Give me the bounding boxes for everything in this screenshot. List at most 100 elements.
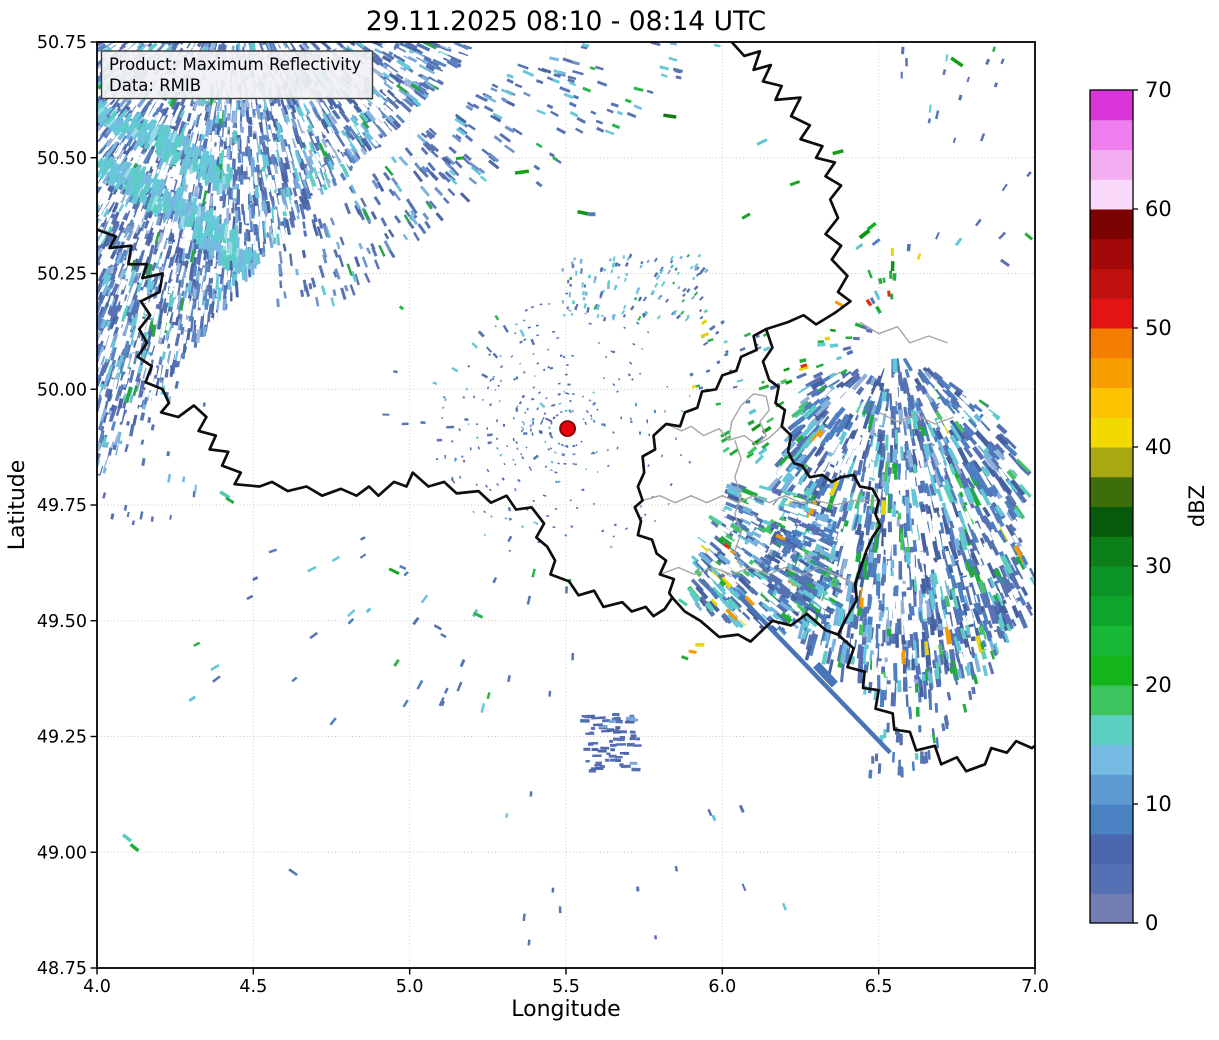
colorbar-band — [1090, 447, 1133, 478]
echo-dashes — [798, 247, 894, 372]
x-tick-label: 6.0 — [708, 977, 736, 997]
info-box-frame — [100, 50, 374, 100]
colorbar-band — [1090, 744, 1133, 775]
echo-dashes — [944, 576, 1035, 670]
colorbar-band — [1090, 90, 1133, 121]
echo-dashes — [142, 42, 437, 311]
echo-cell-mark — [129, 843, 140, 853]
echo-dashes — [443, 308, 691, 533]
info-box-product: Product: Maximum Reflectivity — [109, 55, 361, 74]
echo-cell-mark — [1024, 232, 1034, 241]
echo-dashes — [330, 88, 546, 307]
echo-cell-mark — [440, 632, 447, 639]
echo-dashes — [687, 576, 802, 613]
echo-dashes — [97, 106, 160, 139]
x-tick-label: 5.0 — [396, 977, 424, 997]
colorbar-tick-label: 70 — [1145, 78, 1172, 102]
colorbar-band — [1090, 774, 1133, 805]
x-tick-label: 5.5 — [552, 977, 580, 997]
echo-dashes — [689, 319, 751, 404]
echo-dashes — [110, 380, 180, 520]
echo-dashes — [432, 329, 546, 409]
echo-dashes — [590, 716, 635, 771]
echo-dashes — [753, 297, 876, 446]
echo-dashes — [722, 400, 809, 453]
y-tick-label: 49.75 — [37, 496, 87, 516]
echo-cell-mark — [399, 564, 407, 571]
echo-dashes — [581, 714, 642, 769]
colorbar-band — [1090, 387, 1133, 418]
echo-dashes — [105, 111, 199, 171]
echo-dashes — [992, 46, 996, 52]
echo-dashes — [505, 813, 788, 911]
echo-dashes — [335, 94, 497, 250]
echo-dashes — [569, 253, 706, 322]
colorbar-bands — [1090, 90, 1133, 924]
region-border — [665, 423, 783, 446]
colorbar-band — [1090, 833, 1133, 864]
echo-dashes — [550, 42, 661, 165]
echo-dashes — [252, 576, 466, 668]
echo-dashes — [915, 642, 985, 713]
echo-dashes — [268, 548, 424, 726]
echo-cell-mark — [455, 156, 465, 161]
colorbar-tick-label: 30 — [1145, 554, 1172, 578]
colorbar-band — [1090, 714, 1133, 745]
echo-cell-mark — [717, 538, 725, 545]
echo-cell-mark — [866, 221, 877, 231]
echo-dashes — [393, 324, 539, 461]
colorbar-band — [1090, 298, 1133, 329]
echo-dashes — [110, 441, 197, 493]
plot-title: 29.11.2025 08:10 - 08:14 UTC — [366, 6, 766, 37]
y-tick-label: 50.75 — [37, 33, 87, 53]
echo-dashes — [975, 635, 984, 653]
echo-dashes — [107, 112, 222, 189]
colorbar-band — [1090, 655, 1133, 686]
echo-dashes — [301, 67, 552, 268]
echo-dashes — [393, 658, 400, 667]
echo-dashes — [751, 379, 793, 446]
echo-dashes — [928, 54, 949, 113]
plot-area: 4.0 4.5 5.0 5.5 6.0 6.5 7.0 48.75 49.00 49.25 49.5… — [37, 33, 1049, 997]
x-tick-label: 7.0 — [1021, 977, 1049, 997]
echo-dashes — [717, 487, 821, 624]
interference-artifact-lump — [813, 661, 838, 688]
echo-dashes — [563, 281, 678, 320]
y-tick-label: 50.00 — [37, 380, 87, 400]
echo-dashes — [748, 342, 839, 456]
echo-dashes — [359, 553, 367, 559]
map-borders — [97, 42, 1035, 773]
country-border — [730, 42, 852, 331]
echo-cell-mark — [950, 56, 964, 68]
echo-dashes — [572, 254, 709, 314]
echo-dashes — [905, 57, 1032, 240]
info-box: Product: Maximum Reflectivity Data: RMIB — [100, 50, 374, 100]
colorbar-band — [1090, 179, 1133, 210]
colorbar-tick-label: 10 — [1145, 792, 1172, 816]
colorbar-band — [1090, 149, 1133, 180]
echo-dashes — [97, 396, 206, 526]
echo-cell-mark — [219, 490, 231, 500]
region-border — [659, 566, 856, 585]
echo-cell-mark — [688, 649, 697, 654]
echo-cell-mark — [514, 169, 530, 175]
y-tick-label: 50.25 — [37, 265, 87, 285]
echo-dashes — [783, 328, 836, 372]
colorbar-band — [1090, 536, 1133, 567]
echo-cell-mark — [858, 228, 871, 240]
echo-dashes — [494, 314, 500, 321]
echo-dashes — [210, 555, 486, 714]
colorbar-label: dBZ — [1185, 485, 1209, 527]
echo-dashes — [942, 483, 1014, 575]
echo-dashes — [901, 46, 999, 101]
echo-dashes — [276, 60, 580, 308]
echo-dashes — [522, 791, 713, 946]
colorbar-band — [1090, 417, 1133, 448]
echo-dashes — [561, 266, 699, 290]
echo-dashes — [609, 716, 635, 724]
region-border — [734, 439, 742, 568]
echo-dashes — [581, 268, 664, 315]
country-border — [633, 327, 768, 599]
echo-dashes — [931, 650, 995, 744]
